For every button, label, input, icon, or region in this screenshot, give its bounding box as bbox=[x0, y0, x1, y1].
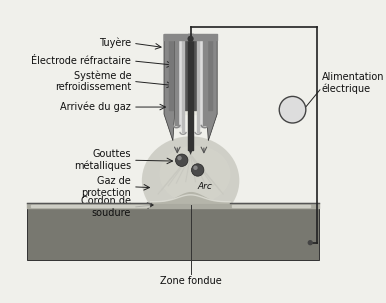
Text: Gaz de
protection: Gaz de protection bbox=[81, 176, 131, 198]
Circle shape bbox=[308, 240, 313, 245]
Text: Zone fondue: Zone fondue bbox=[160, 276, 222, 286]
Polygon shape bbox=[188, 150, 193, 155]
Polygon shape bbox=[164, 34, 174, 141]
Ellipse shape bbox=[142, 136, 239, 225]
Text: Alimentation
électrique: Alimentation électrique bbox=[322, 72, 384, 94]
Ellipse shape bbox=[159, 146, 230, 203]
Text: Arc: Arc bbox=[198, 182, 213, 191]
Circle shape bbox=[188, 36, 194, 42]
Text: Électrode réfractaire: Électrode réfractaire bbox=[31, 56, 131, 66]
Text: Tuyère: Tuyère bbox=[99, 38, 131, 48]
Text: Arrivée du gaz: Arrivée du gaz bbox=[61, 102, 131, 112]
Text: Système de
refroidissement: Système de refroidissement bbox=[55, 70, 131, 92]
Circle shape bbox=[193, 165, 198, 170]
Circle shape bbox=[176, 154, 188, 166]
Text: Cordon de
soudure: Cordon de soudure bbox=[81, 196, 131, 218]
Polygon shape bbox=[207, 34, 217, 141]
Text: Gouttes
métalliques: Gouttes métalliques bbox=[74, 149, 131, 171]
Circle shape bbox=[191, 164, 204, 176]
Bar bbox=[27, 203, 319, 260]
Circle shape bbox=[177, 156, 182, 160]
Circle shape bbox=[279, 96, 306, 123]
